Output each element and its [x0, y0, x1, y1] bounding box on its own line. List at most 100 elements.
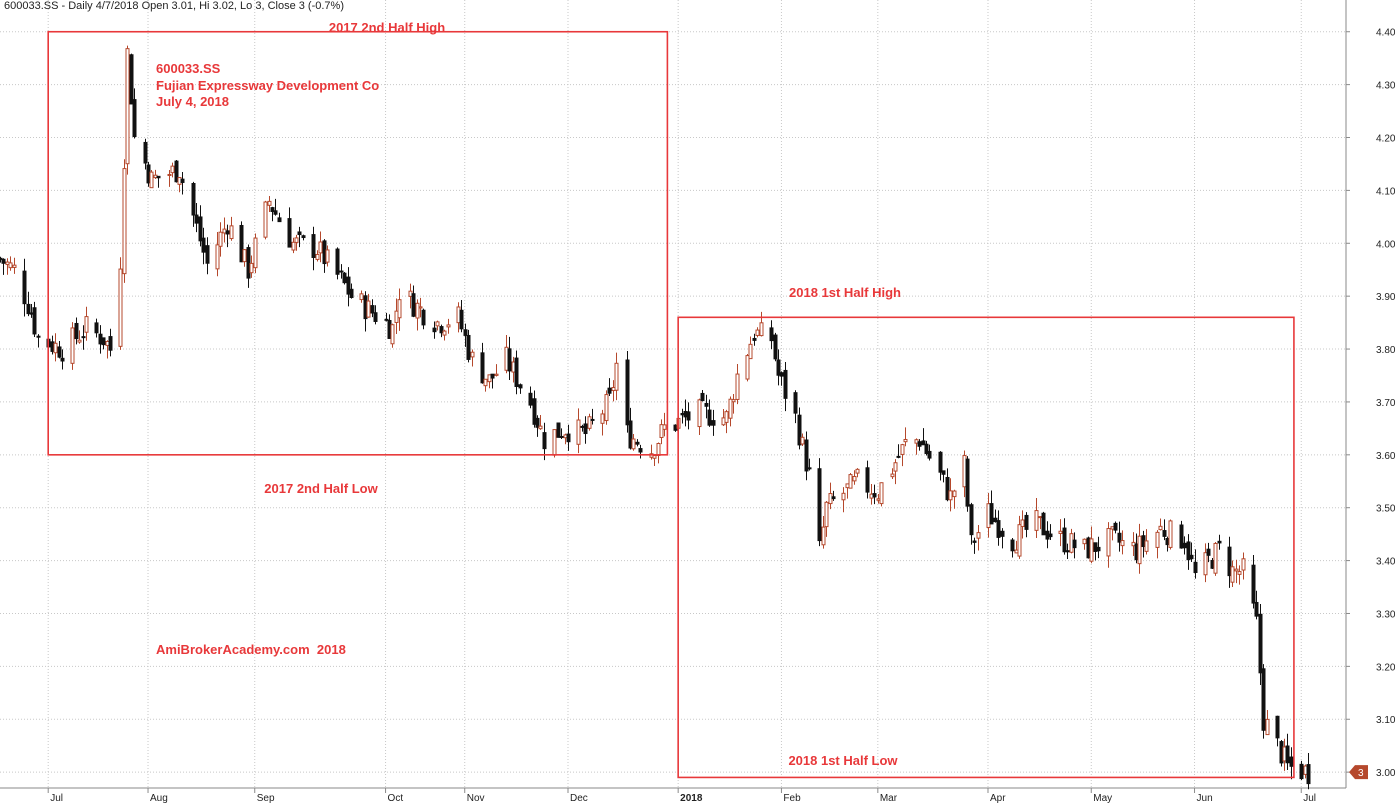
candle-up — [1082, 538, 1087, 545]
candle-down — [1254, 601, 1259, 617]
last-price-marker: 3 — [1349, 765, 1368, 780]
candle-down — [201, 237, 206, 253]
h2-2017-low-label: 2017 2nd Half Low — [264, 481, 378, 496]
candle-down — [532, 398, 537, 425]
candle-down — [921, 440, 926, 446]
x-tick-label: 2018 — [680, 793, 703, 804]
candle-up — [390, 324, 395, 345]
candle-up — [1020, 519, 1025, 527]
candle-down — [938, 451, 943, 473]
candle-down — [36, 335, 41, 338]
candle-up — [12, 264, 17, 268]
watermark: AmiBrokerAcademy.com 2018 — [156, 642, 346, 657]
candle-up — [1034, 510, 1039, 531]
candle-down — [1193, 561, 1198, 573]
candle-down — [1062, 527, 1067, 553]
candle-up — [483, 378, 488, 387]
candle-down — [1179, 524, 1184, 549]
candle-down — [941, 470, 946, 475]
candle-down — [1, 258, 6, 264]
candle-down — [711, 420, 716, 426]
tick-labels: 4.40 4.30 4.20 4.10 4.00 3.90 3.80 3.70 3.60 3.50… — [47, 28, 1396, 804]
candle-down — [896, 455, 901, 458]
candle-down — [924, 443, 929, 454]
candle-down — [335, 248, 340, 275]
last-price-label: 3 — [1358, 768, 1364, 779]
candle-down — [384, 318, 389, 321]
y-tick-label: 3.90 — [1376, 292, 1396, 303]
candle-up — [291, 241, 296, 251]
candle-down — [507, 348, 512, 372]
candle-down — [1251, 564, 1256, 604]
candle-up — [494, 373, 499, 376]
candle-down — [239, 224, 244, 263]
candle-down — [927, 450, 932, 459]
date-label: July 4, 2018 — [156, 94, 229, 109]
candle-down — [989, 503, 994, 525]
candle-down — [704, 402, 709, 407]
candle-up — [538, 425, 543, 430]
candle-down — [1113, 522, 1118, 531]
x-tick-label: May — [1093, 793, 1112, 804]
candle-down — [945, 476, 950, 501]
candle-up — [315, 253, 320, 260]
candle-up — [229, 225, 234, 240]
candle-down — [769, 327, 774, 342]
candle-down — [132, 99, 137, 138]
candle-down — [917, 441, 922, 447]
candle-up — [253, 237, 258, 269]
y-tick-label: 4.20 — [1376, 134, 1396, 145]
candle-down — [273, 210, 278, 215]
candle-down — [707, 409, 712, 426]
candle-up — [948, 490, 953, 501]
candle-up — [662, 424, 667, 430]
candle-down — [1275, 715, 1280, 739]
candle-up — [118, 268, 123, 347]
candle-down — [566, 433, 571, 443]
candle-up — [1058, 530, 1063, 534]
candle-up — [446, 324, 451, 328]
candle-up — [903, 438, 908, 443]
candle-up — [755, 329, 760, 336]
x-tick-label: Dec — [570, 793, 588, 804]
candle-down — [346, 276, 351, 295]
candle-up — [821, 526, 826, 546]
candle-down — [129, 54, 134, 105]
h1-2018-low-label: 2018 1st Half Low — [788, 753, 898, 768]
candle-down — [466, 334, 471, 360]
candle-down — [1010, 539, 1015, 552]
candle-up — [724, 411, 729, 423]
y-tick-label: 3.00 — [1376, 768, 1396, 779]
candle-down — [969, 504, 974, 536]
candle-down — [607, 387, 612, 394]
range-box — [47, 30, 669, 456]
x-tick-label: Apr — [990, 793, 1006, 804]
candle-up — [1213, 542, 1218, 574]
y-tick-label: 3.50 — [1376, 504, 1396, 515]
candle-up — [879, 482, 884, 505]
candle-down — [480, 352, 485, 384]
y-tick-label: 4.40 — [1376, 28, 1396, 39]
candle-down — [349, 288, 354, 298]
candle-down — [1261, 668, 1266, 731]
candle-down — [700, 392, 705, 402]
candle-down — [101, 337, 106, 346]
candle-down — [1206, 548, 1211, 556]
axes — [0, 0, 1347, 789]
y-tick-label: 3.70 — [1376, 398, 1396, 409]
candle-down — [421, 309, 426, 326]
candle-up — [731, 399, 736, 403]
candle-up — [841, 492, 846, 501]
candle-down — [635, 441, 640, 445]
candle-down — [311, 234, 316, 258]
candle-down — [373, 312, 378, 322]
candle-up — [900, 444, 905, 455]
x-tick-label: Mar — [880, 793, 898, 804]
candle-down — [225, 230, 230, 235]
candle-down — [1162, 530, 1167, 537]
candle-down — [590, 418, 595, 421]
candle-down — [559, 435, 564, 438]
candle-down — [57, 346, 62, 358]
candle-up — [418, 306, 423, 309]
